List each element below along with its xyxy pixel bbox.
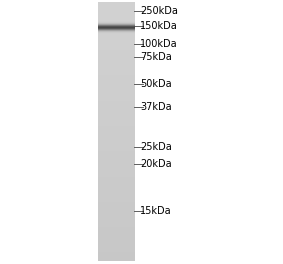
- Text: 250kDa: 250kDa: [140, 6, 178, 16]
- Text: 50kDa: 50kDa: [140, 79, 172, 89]
- Text: 25kDa: 25kDa: [140, 142, 172, 152]
- Text: 15kDa: 15kDa: [140, 206, 172, 216]
- Text: 20kDa: 20kDa: [140, 159, 172, 169]
- Text: 37kDa: 37kDa: [140, 102, 172, 112]
- Text: 150kDa: 150kDa: [140, 21, 178, 31]
- Text: 100kDa: 100kDa: [140, 39, 178, 49]
- Text: 75kDa: 75kDa: [140, 52, 172, 62]
